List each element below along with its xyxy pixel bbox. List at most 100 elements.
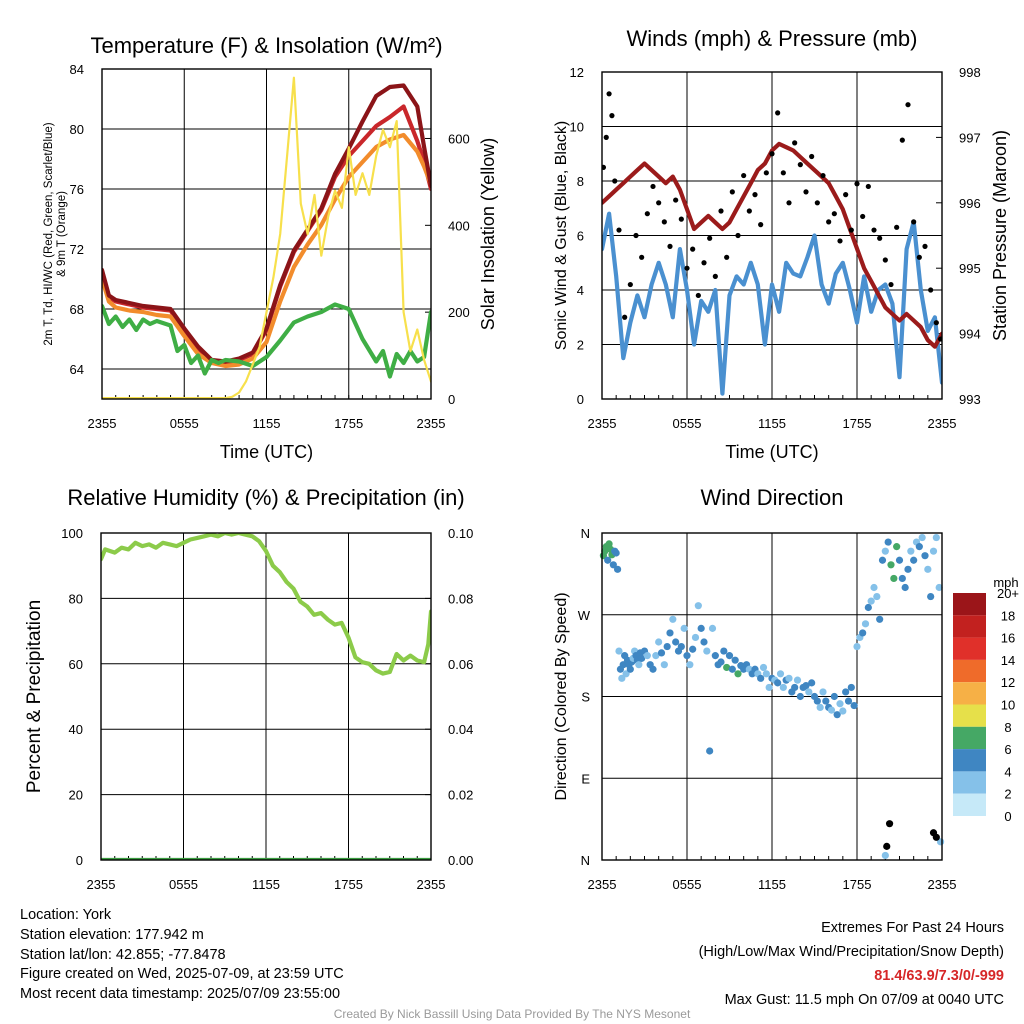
gust-point	[803, 189, 809, 195]
series-line-0	[602, 211, 942, 396]
direction-point	[867, 597, 875, 605]
gust-point	[899, 137, 905, 143]
gust-point	[831, 211, 837, 217]
gust-point	[639, 254, 645, 260]
direction-point	[895, 556, 904, 564]
x-tick-label: 2355	[87, 877, 116, 892]
station-location: Location: York	[20, 907, 112, 923]
direction-point	[711, 652, 719, 660]
extremes-values: 81.4/63.9/7.3/0/-999	[874, 968, 1004, 984]
gust-point	[786, 200, 792, 206]
direction-point	[635, 661, 643, 669]
y-tick-label: 20	[69, 788, 83, 803]
y-tick-label: 2	[577, 338, 584, 353]
direction-point	[725, 652, 734, 660]
direction-point	[842, 688, 850, 696]
y2-tick-label: 994	[959, 327, 981, 342]
y2-tick-label: 0	[448, 392, 455, 407]
x-tick-label: 1755	[334, 416, 363, 431]
direction-point	[873, 592, 881, 601]
direction-point	[796, 692, 804, 701]
gust-point	[933, 320, 939, 326]
y2-tick-label: 0.04	[448, 722, 473, 737]
direction-point	[805, 688, 813, 696]
direction-point	[830, 692, 838, 701]
direction-point	[793, 676, 802, 684]
y-tick-label: 6	[577, 229, 584, 244]
direction-point	[870, 583, 878, 592]
direction-point	[839, 707, 847, 715]
gust-point	[911, 219, 917, 225]
direction-point	[813, 697, 821, 705]
wind-direction-panel: Wind Direction N E S W N 2355 0555 1155 1755 2355 D…	[553, 485, 1019, 892]
direction-point	[774, 679, 782, 687]
y-axis-label: Percent & Precipitation	[24, 600, 45, 793]
direction-point	[734, 670, 742, 678]
direction-point	[779, 683, 787, 692]
direction-point	[655, 638, 663, 646]
direction-point	[844, 697, 853, 705]
direction-point	[663, 642, 671, 651]
series-group	[102, 76, 431, 399]
winds-panel: Winds (mph) & Pressure (mb) 0 2 4 6 8 10 12 993 9…	[553, 26, 1010, 462]
direction-point	[850, 701, 858, 710]
direction-point	[853, 642, 861, 651]
direction-point	[720, 647, 728, 655]
gust-point	[661, 219, 667, 225]
humidity-panel: Relative Humidity (%) & Precipitation (i…	[24, 485, 473, 892]
x-tick-label: 1155	[758, 416, 786, 431]
legend-label: 16	[1001, 631, 1015, 646]
legend-swatch	[953, 615, 986, 638]
x-tick-label: 2355	[417, 877, 446, 892]
gust-point	[644, 211, 650, 217]
gust-point	[843, 192, 849, 198]
y2-tick-label: 996	[959, 196, 981, 211]
chart-title: Winds (mph) & Pressure (mb)	[627, 26, 918, 51]
direction-point	[652, 652, 660, 660]
y-tick-label: W	[578, 608, 591, 623]
y2-tick-label: 0.10	[448, 526, 473, 541]
x-tick-label: 1155	[253, 416, 281, 431]
x-axis-label: Time (UTC)	[220, 442, 313, 462]
series-line-4	[102, 76, 431, 399]
direction-point	[819, 688, 827, 696]
direction-point	[708, 624, 717, 632]
y-tick-label: 40	[69, 722, 83, 737]
direction-point	[885, 820, 894, 828]
direction-point	[666, 629, 674, 637]
gust-point	[707, 235, 713, 241]
gust-point	[769, 151, 775, 157]
series-line-1	[102, 132, 431, 369]
y2-axis-label: Station Pressure (Maroon)	[990, 130, 1010, 341]
gust-point	[724, 254, 730, 260]
direction-point	[706, 747, 714, 755]
direction-point	[929, 547, 938, 555]
direction-point	[615, 647, 623, 655]
x-tick-label: 2355	[417, 416, 446, 431]
y2-axis-label: Solar Insolation (Yellow)	[478, 138, 498, 330]
direction-point	[605, 540, 613, 548]
gust-point	[865, 183, 871, 190]
gust-point	[763, 170, 769, 176]
direction-point	[847, 683, 855, 692]
legend-label: 20+	[997, 586, 1019, 601]
y2-tick-label: 200	[448, 305, 470, 320]
gust-point	[684, 265, 690, 271]
direction-point	[876, 615, 884, 623]
y-tick-label: 4	[577, 283, 584, 298]
direction-point	[822, 697, 830, 705]
x-tick-label: 0555	[673, 416, 702, 431]
gust-point	[712, 273, 718, 279]
direction-point	[680, 624, 688, 632]
y-axis-label-line: & 9m T (Orange)	[56, 191, 68, 277]
direction-point	[619, 661, 627, 669]
gust-point	[871, 227, 877, 233]
credit-line: Created By Nick Bassill Using Data Provi…	[333, 1007, 691, 1021]
y2-tick-label: 0.06	[448, 657, 473, 672]
legend-swatch	[953, 793, 986, 816]
direction-point	[808, 679, 816, 687]
gust-point	[837, 238, 843, 244]
direction-point	[861, 620, 870, 628]
direction-point	[686, 661, 694, 669]
